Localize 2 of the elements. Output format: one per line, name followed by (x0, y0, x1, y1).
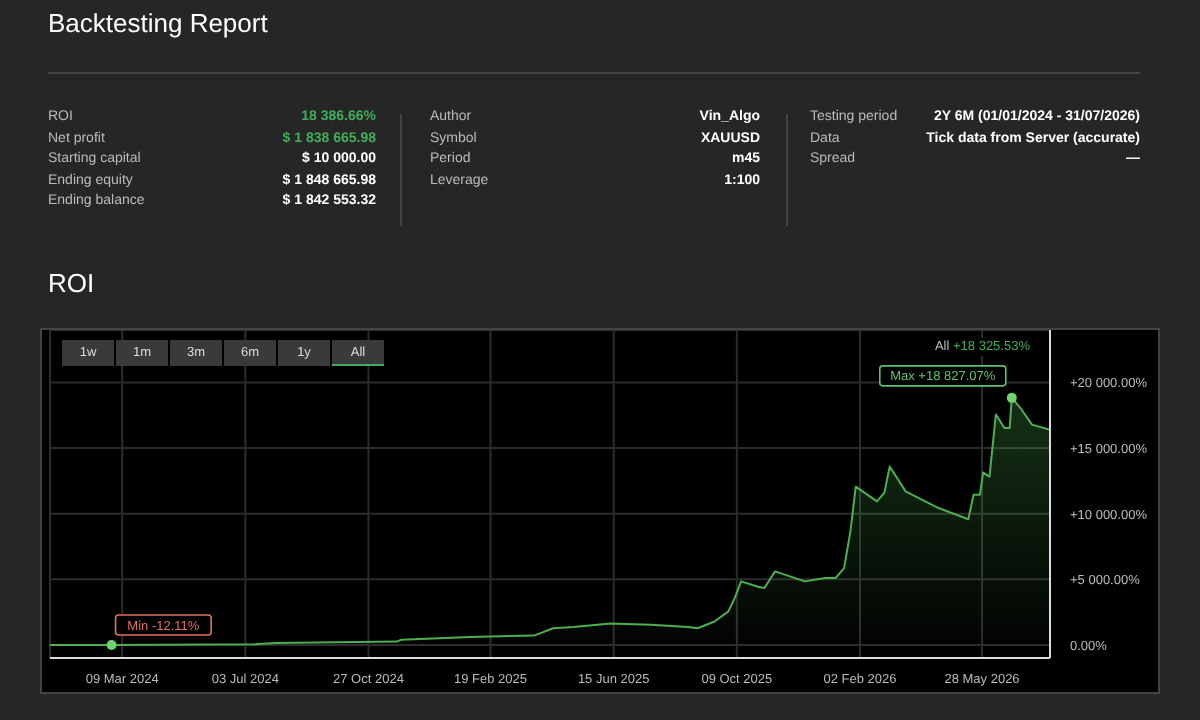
chart-subtitle: ROI (48, 268, 95, 298)
chart-title: Backtesting Report (48, 8, 268, 38)
